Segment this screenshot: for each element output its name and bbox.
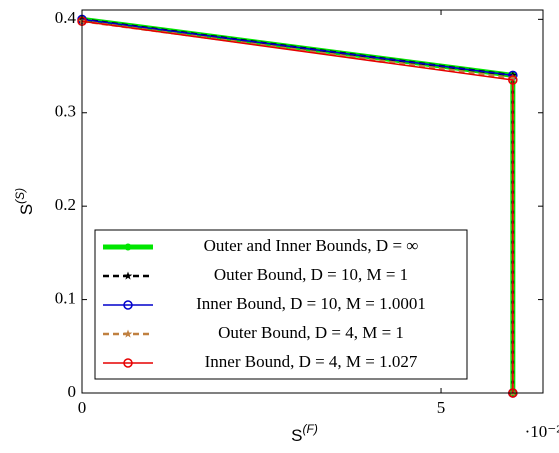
y-tick-label: 0 [68, 382, 77, 401]
x-tick-label: 0 [78, 398, 87, 417]
legend-label: Outer Bound, D = 10, M = 1 [214, 265, 408, 284]
marker [508, 75, 518, 85]
series-line [81, 20, 514, 393]
legend-label: Inner Bound, D = 10, M = 1.0001 [196, 294, 426, 313]
y-tick-label: 0.3 [55, 102, 76, 121]
marker [124, 243, 132, 251]
y-label-sup: (S) [13, 188, 27, 204]
x-scale-label: ·10⁻² [525, 422, 559, 441]
y-tick-label: 0.1 [55, 288, 76, 307]
legend-label: Inner Bound, D = 4, M = 1.027 [205, 352, 418, 371]
plot-frame [81, 9, 544, 394]
x-axis-label: S(F) [291, 422, 318, 445]
x-tick-label: 5 [437, 398, 446, 417]
marker [508, 73, 518, 82]
y-tick-label: 0.4 [55, 8, 77, 27]
legend-label: Outer Bound, D = 4, M = 1 [218, 323, 404, 342]
marker [123, 271, 133, 280]
marker [123, 329, 133, 338]
x-label-sup: (F) [303, 422, 318, 436]
y-axis-label: S(S) [13, 188, 36, 215]
marker [123, 358, 133, 368]
legend-box [94, 229, 468, 380]
y-tick-label: 0.2 [55, 195, 76, 214]
marker [123, 300, 133, 310]
legend: Outer and Inner Bounds, D = ∞ Outer Bound… [94, 229, 468, 380]
y-label-base: S [17, 204, 36, 215]
legend-label: Outer and Inner Bounds, D = ∞ [204, 236, 419, 255]
x-label-base: S [291, 426, 302, 445]
